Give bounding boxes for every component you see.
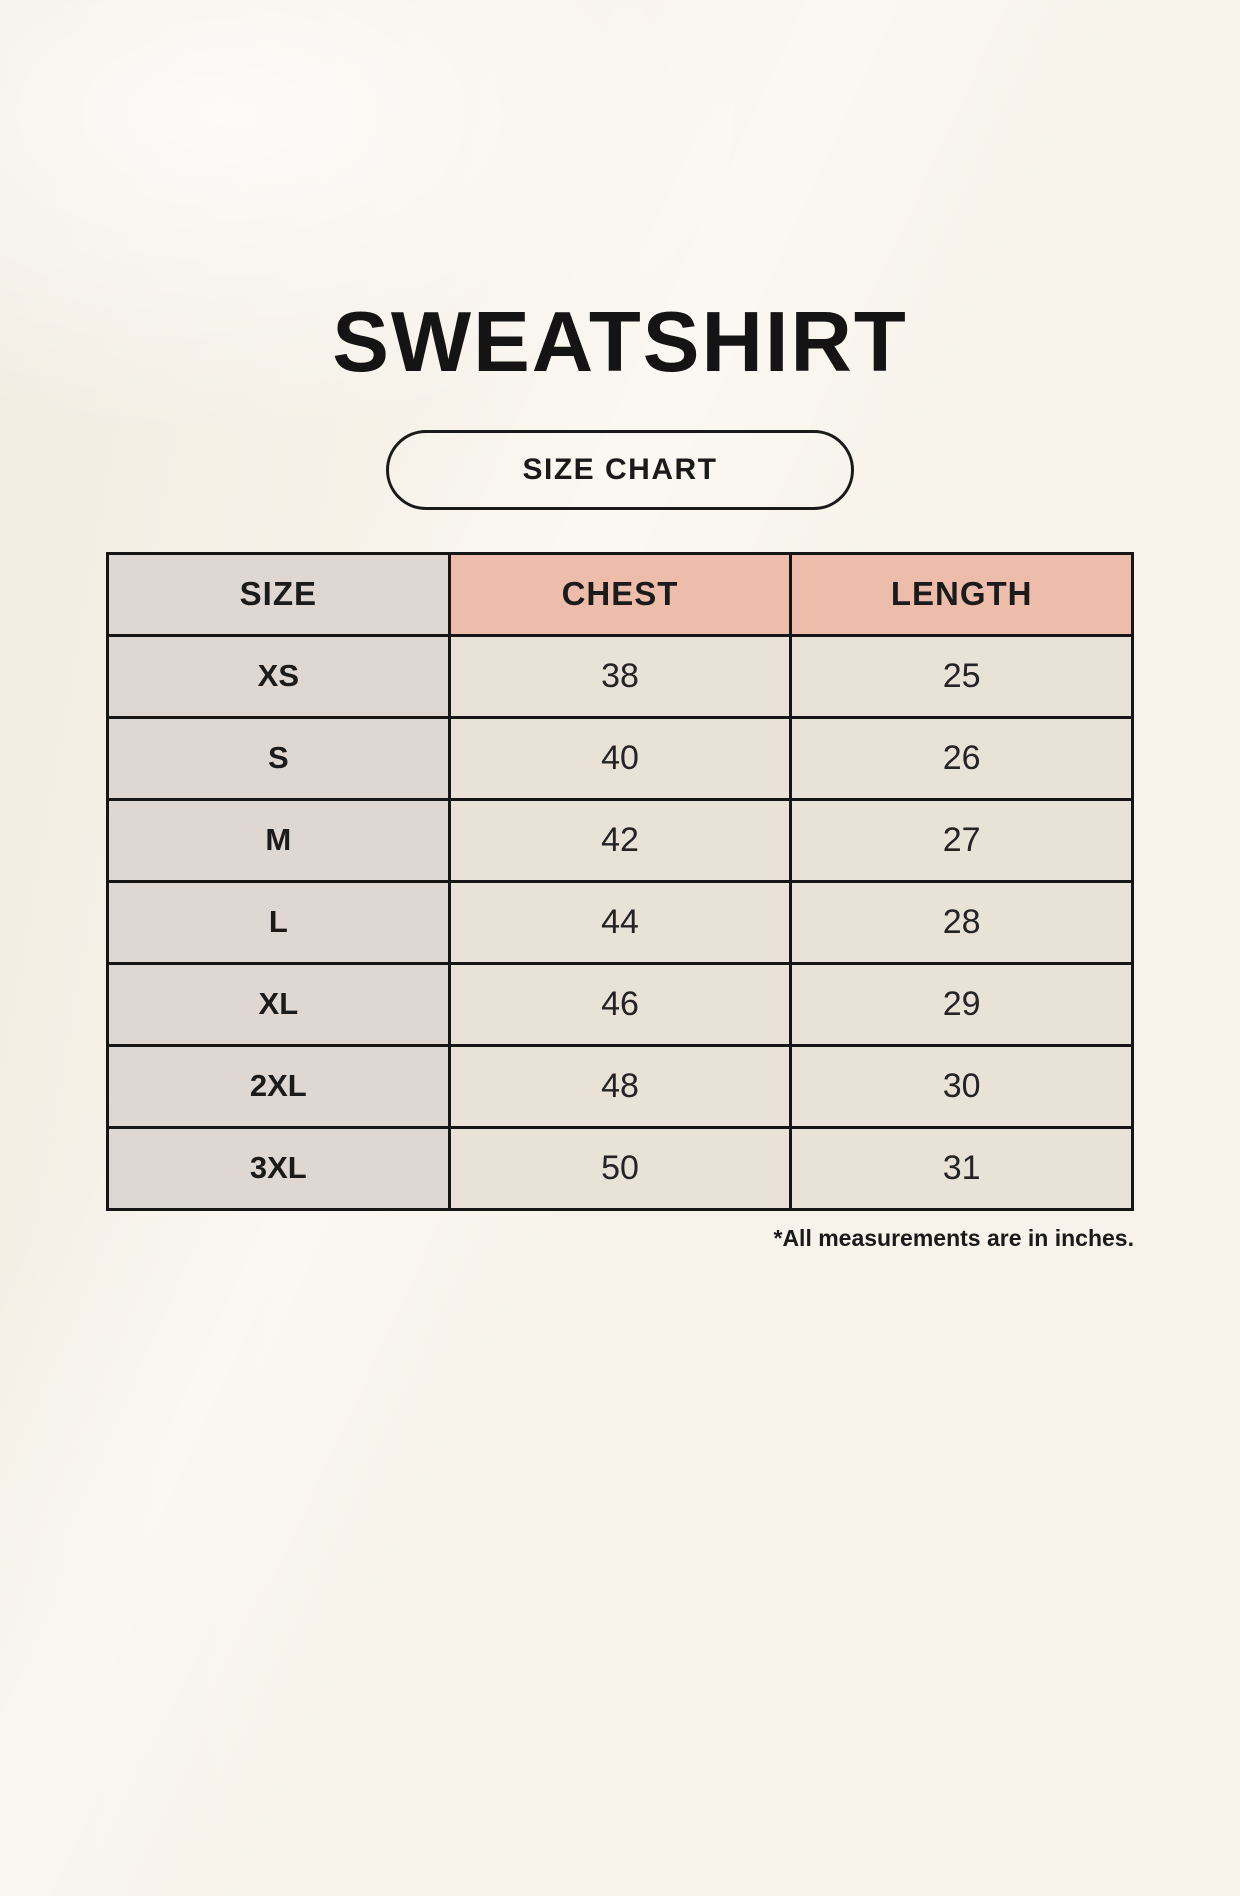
table-row: S 40 26 [106, 715, 1134, 801]
table-header: SIZE CHEST LENGTH [106, 551, 1134, 637]
chest-cell: 40 [447, 715, 793, 801]
chest-cell: 50 [447, 1125, 793, 1211]
length-cell: 29 [789, 961, 1134, 1047]
chest-cell: 42 [447, 797, 793, 883]
chest-cell: 48 [447, 1043, 793, 1129]
length-cell: 31 [789, 1125, 1134, 1211]
measurements-footnote: *All measurements are in inches. [773, 1224, 1135, 1251]
length-cell: 26 [789, 715, 1134, 801]
size-cell: M [106, 797, 451, 883]
size-chart-table: SIZE CHEST LENGTH XS 38 25 S 40 26 M 42 27 L 44 28 X… [106, 551, 1134, 1211]
table-row: M 42 27 [106, 797, 1134, 883]
page-title: SWEATSHIRT [332, 295, 908, 390]
table-row: XS 38 25 [106, 633, 1134, 719]
size-chart-page: { "page": { "title": "SWEATSHIRT", "badg… [0, 296, 1240, 1896]
table-body: XS 38 25 S 40 26 M 42 27 L 44 28 XL 46 29 2XL 48 30 3XL 50 3… [106, 633, 1134, 1211]
column-header-chest: CHEST [447, 551, 793, 637]
table-header-row: SIZE CHEST LENGTH [106, 551, 1134, 637]
length-cell: 30 [789, 1043, 1134, 1129]
chest-cell: 46 [447, 961, 793, 1047]
size-cell: 2XL [106, 1043, 451, 1129]
table-row: 2XL 48 30 [106, 1043, 1134, 1129]
table-row: XL 46 29 [106, 961, 1134, 1047]
table-row: 3XL 50 31 [106, 1125, 1134, 1211]
length-cell: 27 [789, 797, 1134, 883]
size-cell: S [106, 715, 451, 801]
size-chart-badge: SIZE CHART [386, 429, 854, 510]
chest-cell: 38 [447, 633, 793, 719]
size-cell: L [106, 879, 451, 965]
length-cell: 28 [789, 879, 1134, 965]
size-chart-badge-label: SIZE CHART [522, 452, 718, 486]
length-cell: 25 [789, 633, 1134, 719]
table-row: L 44 28 [106, 879, 1134, 965]
column-header-length: LENGTH [789, 551, 1134, 637]
size-cell: XS [106, 633, 451, 719]
size-cell: XL [106, 961, 451, 1047]
column-header-size: SIZE [106, 551, 451, 637]
size-cell: 3XL [106, 1125, 451, 1211]
chest-cell: 44 [447, 879, 793, 965]
